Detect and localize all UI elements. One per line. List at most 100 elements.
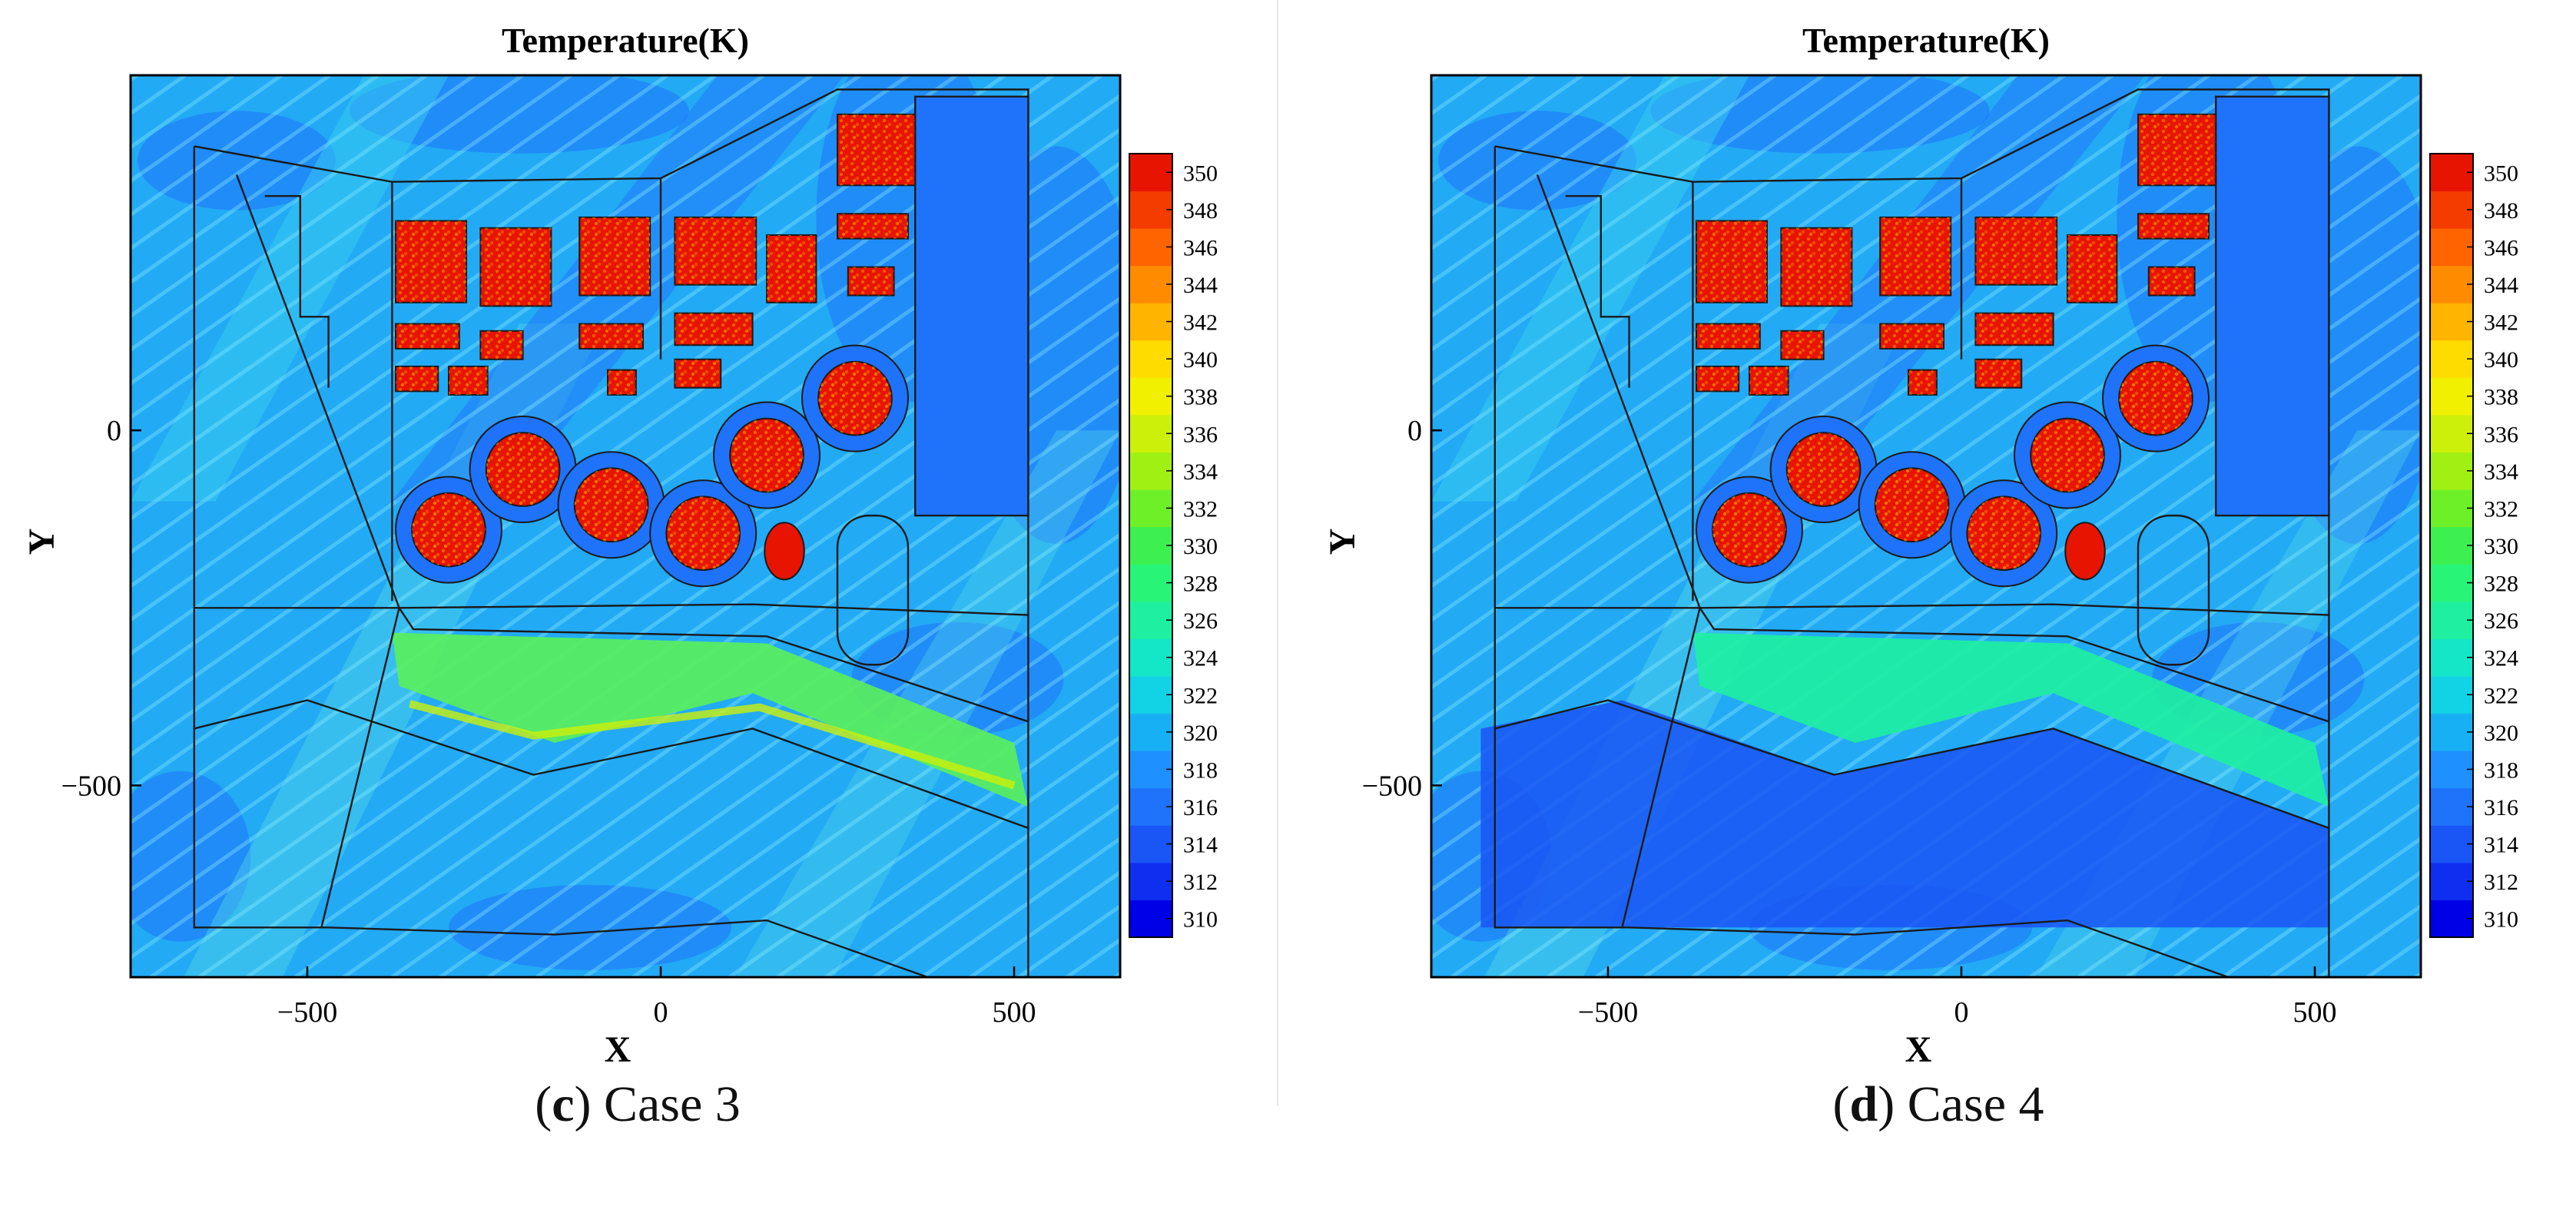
hot-building-texture xyxy=(449,366,488,395)
hot-building-texture xyxy=(1975,217,2057,285)
hot-tank-texture xyxy=(1712,492,1786,567)
hot-tank-texture xyxy=(412,492,486,567)
x-tick-label: 500 xyxy=(2293,996,2337,1029)
colorbar-tick-label: 338 xyxy=(1183,385,1218,410)
colorbar-swatch xyxy=(2430,228,2473,267)
caption-letter: d xyxy=(1849,1076,1878,1132)
hot-tank-texture xyxy=(574,468,648,542)
colorbar-swatch xyxy=(1129,676,1172,714)
colorbar-swatch xyxy=(2430,825,2473,863)
water-cooled-region xyxy=(1480,700,2329,928)
colorbar-tick-label: 348 xyxy=(2484,198,2518,224)
x-axis-label: X xyxy=(1905,1029,1932,1070)
colorbar-tick-label: 342 xyxy=(1183,310,1218,336)
colorbar-swatch xyxy=(2430,526,2473,565)
colorbar-swatch xyxy=(1129,452,1172,490)
hot-tank-texture xyxy=(2031,418,2104,492)
hot-tank-texture xyxy=(2119,361,2193,436)
colorbar-tick-label: 344 xyxy=(1183,273,1218,298)
colorbar-tick-label: 346 xyxy=(1183,235,1218,260)
hot-tank-small xyxy=(764,522,805,581)
colorbar-swatch xyxy=(1129,340,1172,378)
hot-building-texture xyxy=(396,220,466,303)
hot-building-texture xyxy=(1696,323,1760,349)
colorbar-tick-label: 330 xyxy=(2484,534,2518,559)
y-tick-label: −500 xyxy=(61,770,121,802)
colorbar-swatch xyxy=(1129,228,1172,267)
plot-area xyxy=(131,75,1120,977)
colorbar-swatch xyxy=(2430,265,2473,303)
greenbelt-region xyxy=(1692,632,2329,807)
hot-building-texture xyxy=(608,370,636,395)
colorbar-tick-label: 336 xyxy=(1183,422,1218,447)
colorbar-tick-label: 318 xyxy=(2484,757,2518,783)
x-axis-label: X xyxy=(605,1029,632,1070)
x-tick-label: 0 xyxy=(1954,996,1969,1029)
colorbar-tick-label: 326 xyxy=(2484,608,2518,634)
y-tick-label: −500 xyxy=(1362,770,1422,802)
hot-building-texture xyxy=(675,217,757,285)
colorbar-swatch xyxy=(2430,787,2473,826)
colorbar-swatch xyxy=(1129,489,1172,528)
bay-area xyxy=(2214,95,2330,517)
colorbar-tick-label: 334 xyxy=(1183,459,1218,485)
hot-building-texture xyxy=(1880,323,1944,349)
colorbar-tick-label: 316 xyxy=(1183,795,1218,820)
site-boundary xyxy=(1494,146,2232,977)
hot-building-texture xyxy=(1908,370,1937,395)
colorbar-swatch xyxy=(2430,862,2473,900)
colorbar-swatch xyxy=(1129,787,1172,826)
colorbar-tick-label: 328 xyxy=(2484,572,2518,597)
temperature-chart-case-3: Temperature(K) −500 0 500 0 −500 X Y 350 348 346 34… xyxy=(22,21,1218,1070)
colorbar-swatch xyxy=(2430,154,2473,192)
road-line xyxy=(398,607,1029,723)
colorbar-swatch xyxy=(2430,340,2473,378)
hot-tank-texture xyxy=(1875,468,1949,542)
colorbar-swatch xyxy=(1129,377,1172,416)
plot-frame xyxy=(1430,74,2422,979)
greenbelt-edge xyxy=(409,700,1016,790)
hot-tank-texture xyxy=(486,433,560,506)
colorbar-swatch xyxy=(2430,900,2473,938)
colorbar-tick-label: 320 xyxy=(2484,721,2518,746)
colorbar-swatch xyxy=(2430,564,2473,602)
plot-frame xyxy=(129,74,1122,979)
road-line xyxy=(264,194,330,388)
colorbar-tick-label: 312 xyxy=(1183,870,1218,895)
colorbar-tick-label: 310 xyxy=(1183,907,1218,933)
panel-case-4: Temperature(K) −500 0 500 0 −500 X Y 350 348 346 34… xyxy=(1301,0,2576,1213)
colorbar-swatch xyxy=(2430,377,2473,416)
colorbar-swatch xyxy=(2430,191,2473,229)
colorbar-tick-label: 320 xyxy=(1183,721,1218,746)
y-axis-label: Y xyxy=(1322,529,1363,555)
colorbar-tick-label: 334 xyxy=(2484,459,2518,485)
colorbar-tick-label: 318 xyxy=(1183,757,1218,783)
caption-case-3: (c) Case 3 xyxy=(535,1076,741,1132)
colorbar-swatch xyxy=(2430,751,2473,789)
hot-building-texture xyxy=(2138,114,2216,186)
hot-building-texture xyxy=(675,313,753,346)
colorbar-tick-label: 314 xyxy=(1183,833,1218,858)
colorbar-tick-label: 326 xyxy=(1183,608,1218,634)
hot-building-texture xyxy=(675,359,721,388)
hot-building-texture xyxy=(837,214,908,239)
colorbar-swatch xyxy=(1129,601,1172,639)
colorbar-tick-label: 350 xyxy=(2484,161,2518,186)
hot-building-texture xyxy=(837,114,916,186)
y-tick-label: 0 xyxy=(107,415,121,447)
hot-building-texture xyxy=(1880,217,1951,296)
colorbar-tick-label: 324 xyxy=(1183,646,1218,671)
hot-building-texture xyxy=(767,234,817,303)
colorbar-tick-label: 316 xyxy=(2484,795,2518,820)
panel-case-3: Temperature(K) −500 0 500 0 −500 X Y 350 348 346 34… xyxy=(0,0,1275,1213)
bay-area xyxy=(913,95,1029,517)
hot-building-texture xyxy=(1975,313,2054,346)
road-line xyxy=(1494,603,2329,616)
colorbar-swatch xyxy=(2430,638,2473,677)
plot-area xyxy=(1431,75,2421,977)
colorbar-swatch xyxy=(2430,713,2473,751)
road-line xyxy=(1494,699,2329,830)
hot-tank-texture xyxy=(1967,496,2041,571)
road-line xyxy=(194,603,1029,616)
site-boundary xyxy=(193,146,931,977)
